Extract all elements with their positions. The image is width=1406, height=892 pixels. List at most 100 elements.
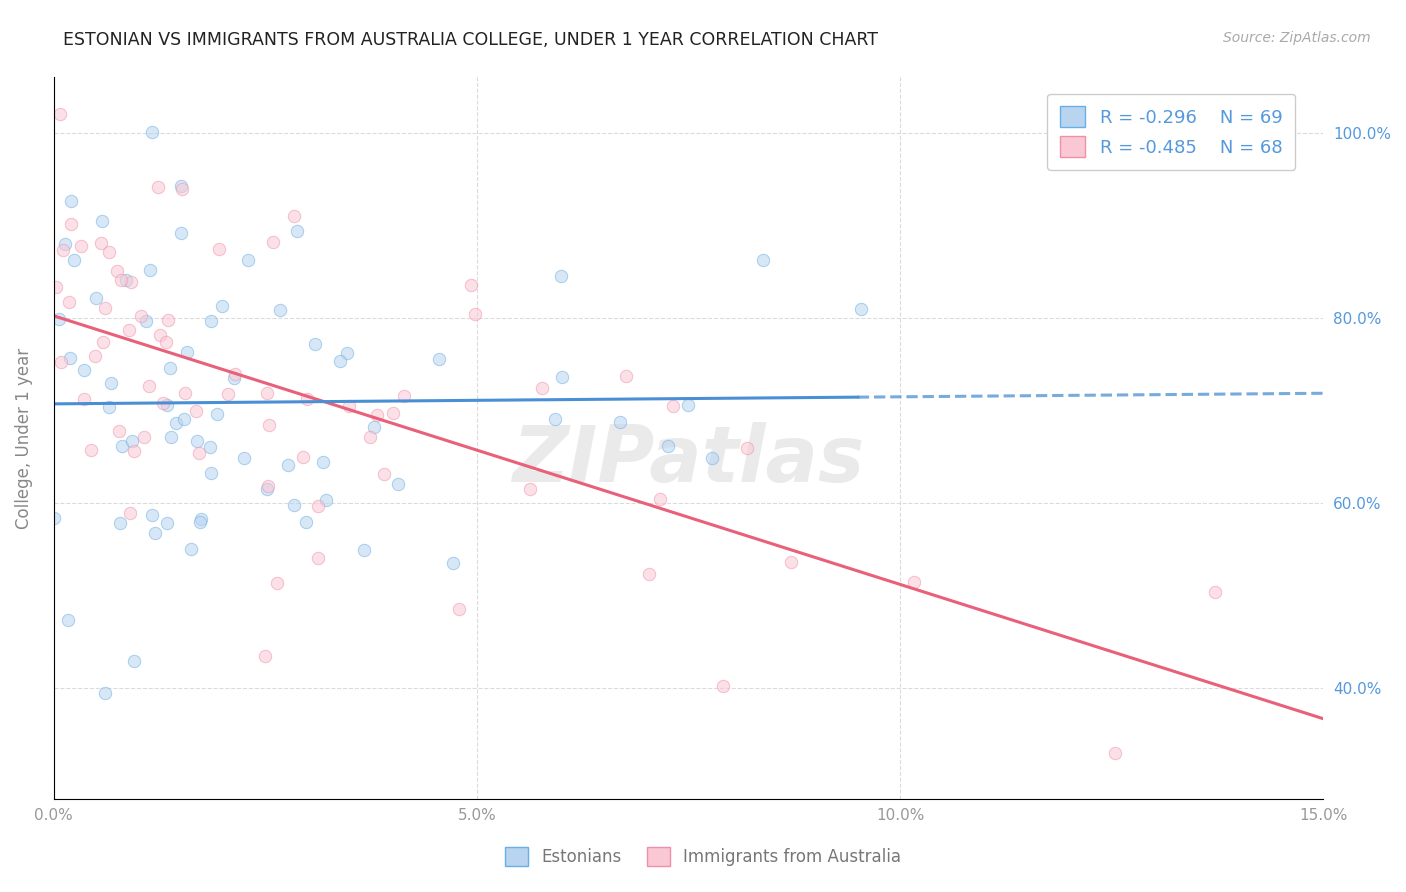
Point	[254, 649, 277, 664]
Point	[200, 440, 222, 454]
Point	[392, 389, 415, 403]
Point	[266, 575, 288, 590]
Point	[283, 498, 305, 512]
Point	[304, 336, 326, 351]
Point	[232, 451, 254, 466]
Point	[98, 400, 121, 414]
Point	[120, 275, 142, 289]
Point	[657, 439, 679, 453]
Legend: Estonians, Immigrants from Australia: Estonians, Immigrants from Australia	[498, 840, 908, 873]
Point	[90, 235, 112, 250]
Point	[285, 224, 308, 238]
Point	[257, 479, 280, 493]
Point	[170, 178, 193, 193]
Point	[143, 526, 166, 541]
Point	[111, 439, 134, 453]
Point	[336, 346, 359, 360]
Point	[427, 351, 450, 366]
Point	[291, 450, 314, 464]
Point	[73, 392, 96, 407]
Point	[211, 299, 233, 313]
Point	[63, 252, 86, 267]
Point	[207, 408, 229, 422]
Point	[550, 269, 572, 284]
Point	[315, 492, 337, 507]
Point	[295, 392, 318, 407]
Point	[217, 386, 239, 401]
Point	[108, 424, 131, 438]
Point	[353, 542, 375, 557]
Point	[337, 399, 360, 413]
Point	[676, 398, 699, 412]
Point	[80, 442, 103, 457]
Point	[118, 323, 141, 337]
Point	[464, 307, 486, 321]
Point	[129, 310, 152, 324]
Point	[903, 575, 925, 590]
Point	[159, 361, 181, 376]
Point	[176, 344, 198, 359]
Point	[224, 367, 246, 381]
Point	[190, 515, 212, 529]
Point	[141, 125, 163, 139]
Point	[149, 327, 172, 342]
Point	[283, 209, 305, 223]
Point	[382, 405, 405, 419]
Point	[48, 107, 70, 121]
Point	[236, 253, 259, 268]
Point	[173, 386, 195, 401]
Point	[460, 278, 482, 293]
Point	[735, 441, 758, 455]
Point	[84, 291, 107, 305]
Point	[55, 237, 77, 252]
Point	[1104, 746, 1126, 760]
Point	[91, 334, 114, 349]
Point	[200, 314, 222, 328]
Point	[662, 400, 685, 414]
Point	[100, 376, 122, 390]
Point	[84, 350, 107, 364]
Point	[851, 302, 873, 317]
Text: ZIPatlas: ZIPatlas	[512, 422, 865, 498]
Point	[120, 506, 142, 520]
Point	[91, 214, 114, 228]
Point	[69, 238, 91, 252]
Point	[155, 516, 177, 530]
Point	[295, 516, 318, 530]
Point	[58, 613, 80, 627]
Point	[122, 655, 145, 669]
Point	[447, 601, 470, 615]
Point	[45, 279, 67, 293]
Point	[752, 252, 775, 267]
Point	[108, 516, 131, 530]
Point	[637, 566, 659, 581]
Point	[256, 482, 278, 496]
Point	[1204, 584, 1226, 599]
Point	[359, 430, 381, 444]
Point	[262, 235, 284, 250]
Point	[702, 451, 724, 466]
Point	[122, 444, 145, 458]
Point	[256, 386, 278, 401]
Point	[387, 476, 409, 491]
Point	[52, 244, 75, 258]
Point	[779, 555, 801, 569]
Point	[257, 417, 280, 432]
Point	[146, 180, 169, 194]
Point	[157, 313, 180, 327]
Point	[170, 226, 193, 240]
Point	[156, 398, 179, 412]
Point	[44, 511, 66, 525]
Point	[152, 395, 174, 409]
Point	[373, 467, 395, 481]
Legend: R = -0.296    N = 69, R = -0.485    N = 68: R = -0.296 N = 69, R = -0.485 N = 68	[1047, 94, 1295, 169]
Point	[441, 556, 464, 570]
Point	[190, 512, 212, 526]
Point	[614, 369, 637, 384]
Point	[155, 334, 177, 349]
Point	[49, 354, 72, 368]
Point	[48, 311, 70, 326]
Point	[58, 295, 80, 310]
Point	[329, 354, 352, 368]
Point	[366, 408, 388, 422]
